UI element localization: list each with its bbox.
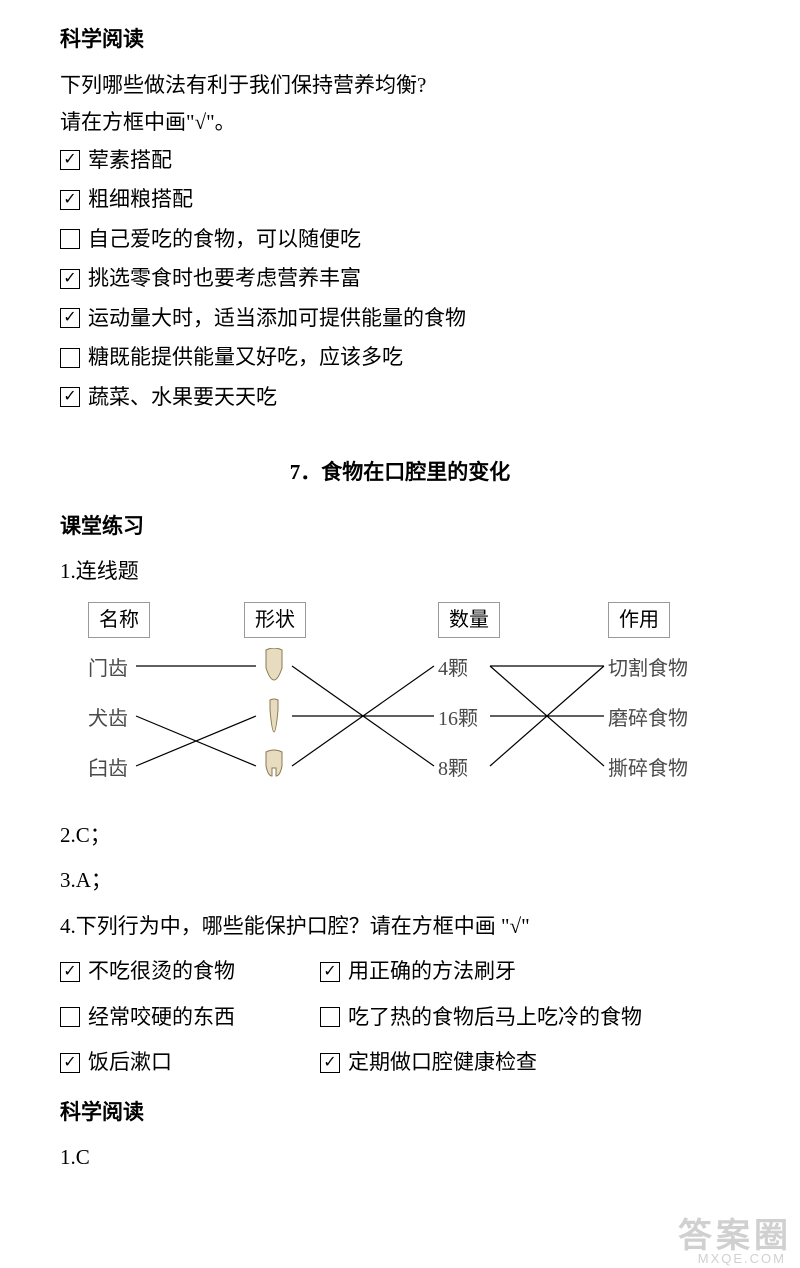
checkbox-icon — [60, 348, 80, 368]
check-row: ✓ 用正确的方法刷牙 — [320, 956, 740, 988]
checkbox-icon — [60, 229, 80, 249]
check-label: 定期做口腔健康检查 — [348, 1047, 537, 1079]
q2-answer: 2.C； — [60, 820, 740, 852]
check-label: 荤素搭配 — [88, 145, 172, 177]
diagram-qty: 16颗 — [438, 704, 478, 734]
diagram-name: 门齿 — [88, 654, 128, 684]
tooth-icon — [262, 748, 286, 784]
check-row: ✓ 挑选零食时也要考虑营养丰富 — [60, 263, 740, 295]
q1-label: 1.连线题 — [60, 556, 740, 588]
checkbox-icon: ✓ — [320, 1053, 340, 1073]
tooth-icon — [262, 698, 286, 734]
check-label: 饭后漱口 — [88, 1047, 172, 1079]
check-label: 运动量大时，适当添加可提供能量的食物 — [88, 303, 466, 335]
diagram-header: 名称 — [88, 602, 150, 638]
prompt-line-2: 请在方框中画"√"。 — [60, 107, 740, 139]
reading-answer-1: 1.C — [60, 1142, 740, 1174]
check-row: ✓ 荤素搭配 — [60, 145, 740, 177]
check-row: ✓ 蔬菜、水果要天天吃 — [60, 382, 740, 414]
diagram-header: 形状 — [244, 602, 306, 638]
check-label: 粗细粮搭配 — [88, 184, 193, 216]
watermark-sub: MXQE.COM — [698, 1249, 786, 1268]
checkbox-icon: ✓ — [60, 150, 80, 170]
checkbox-icon: ✓ — [60, 1053, 80, 1073]
checkbox-icon — [60, 1007, 80, 1027]
checklist-oral: ✓ 不吃很烫的食物 ✓ 用正确的方法刷牙经常咬硬的东西 吃了热的食物后马上吃冷的食物 ✓ 饭… — [60, 956, 740, 1087]
diagram-header: 数量 — [438, 602, 500, 638]
matching-diagram: 名称 形状 数量 作用门齿犬齿臼齿 4颗 16颗 8颗 切割食物磨碎食物撕碎食物 — [70, 602, 710, 802]
check-label: 经常咬硬的东西 — [88, 1002, 235, 1034]
check-label: 不吃很烫的食物 — [88, 956, 235, 988]
diagram-use: 撕碎食物 — [608, 754, 688, 784]
lesson-title: 7．食物在口腔里的变化 — [60, 457, 740, 489]
diagram-name: 臼齿 — [88, 754, 128, 784]
checkbox-icon: ✓ — [60, 269, 80, 289]
diagram-use: 切割食物 — [608, 654, 688, 684]
checkbox-icon: ✓ — [60, 387, 80, 407]
check-row: 经常咬硬的东西 — [60, 1002, 320, 1034]
practice-heading: 课堂练习 — [60, 511, 740, 543]
check-label: 吃了热的食物后马上吃冷的食物 — [348, 1002, 642, 1034]
check-row: ✓ 定期做口腔健康检查 — [320, 1047, 740, 1079]
q3-answer: 3.A； — [60, 865, 740, 897]
check-row: 糖既能提供能量又好吃，应该多吃 — [60, 342, 740, 374]
check-row: ✓ 粗细粮搭配 — [60, 184, 740, 216]
reading-heading-2: 科学阅读 — [60, 1097, 740, 1129]
check-label: 糖既能提供能量又好吃，应该多吃 — [88, 342, 403, 374]
watermark-main: 答案圈 — [678, 1211, 792, 1262]
diagram-qty: 4颗 — [438, 654, 468, 684]
check-row: ✓ 运动量大时，适当添加可提供能量的食物 — [60, 303, 740, 335]
q4-prompt: 4.下列行为中，哪些能保护口腔？请在方框中画 "√" — [60, 911, 740, 943]
check-label: 蔬菜、水果要天天吃 — [88, 382, 277, 414]
prompt-line-1: 下列哪些做法有利于我们保持营养均衡? — [60, 70, 740, 102]
section-heading-reading: 科学阅读 — [60, 24, 740, 56]
diagram-header: 作用 — [608, 602, 670, 638]
check-row: ✓ 不吃很烫的食物 — [60, 956, 320, 988]
checkbox-icon: ✓ — [60, 190, 80, 210]
checkbox-icon: ✓ — [320, 962, 340, 982]
checkbox-icon — [320, 1007, 340, 1027]
check-label: 自己爱吃的食物，可以随便吃 — [88, 224, 361, 256]
check-row: ✓ 饭后漱口 — [60, 1047, 320, 1079]
checklist-nutrition: ✓ 荤素搭配 ✓ 粗细粮搭配自己爱吃的食物，可以随便吃 ✓ 挑选零食时也要考虑营养丰富 ✓ 运… — [60, 145, 740, 414]
check-label: 挑选零食时也要考虑营养丰富 — [88, 263, 361, 295]
diagram-qty: 8颗 — [438, 754, 468, 784]
check-row: 自己爱吃的食物，可以随便吃 — [60, 224, 740, 256]
checkbox-icon: ✓ — [60, 308, 80, 328]
diagram-name: 犬齿 — [88, 704, 128, 734]
diagram-use: 磨碎食物 — [608, 704, 688, 734]
check-label: 用正确的方法刷牙 — [348, 956, 516, 988]
check-row: 吃了热的食物后马上吃冷的食物 — [320, 1002, 740, 1034]
checkbox-icon: ✓ — [60, 962, 80, 982]
tooth-icon — [262, 648, 286, 684]
